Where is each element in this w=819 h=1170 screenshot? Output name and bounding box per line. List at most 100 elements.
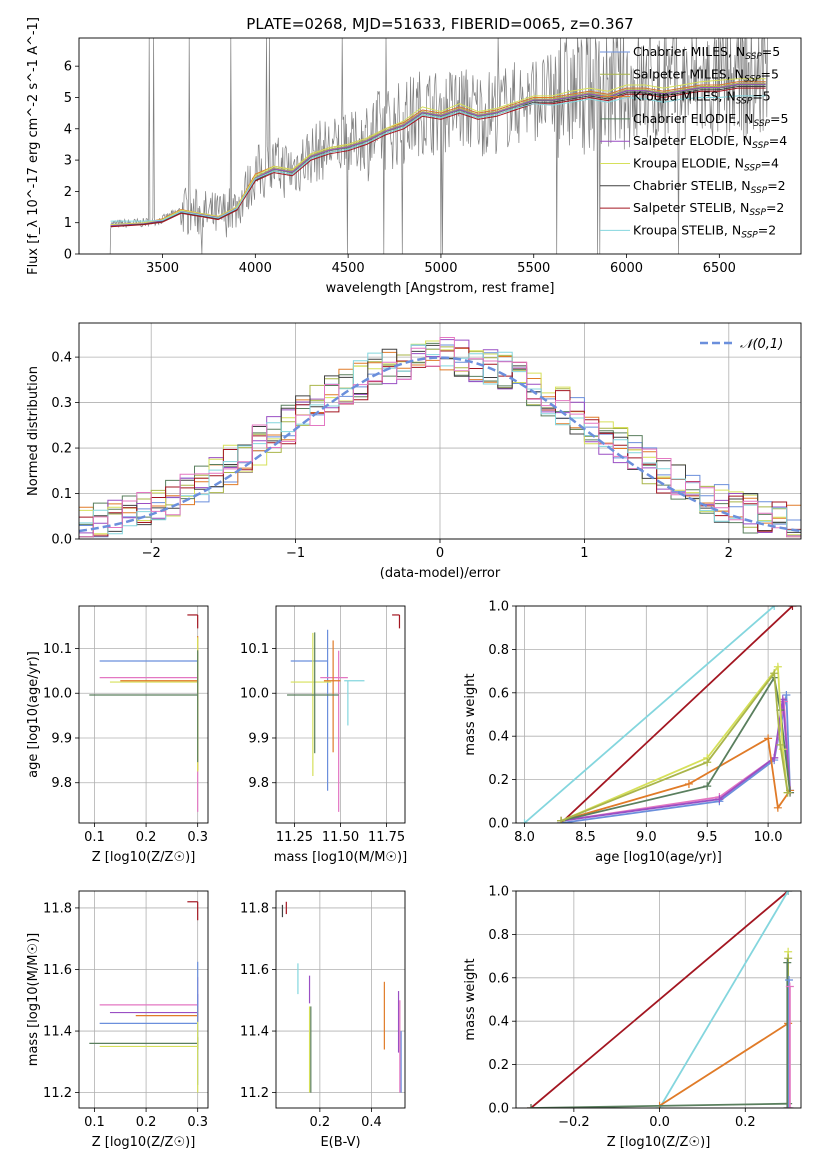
panel-residuals: −2 −1 0 1 2 0.0 0.1 0.2 0.3 0.4 (data-model)/error… — [26, 322, 802, 581]
y-axis-label: mass weight — [463, 958, 478, 1040]
weight-marker — [783, 1104, 792, 1108]
y-tick-label: 10.1 — [240, 642, 269, 657]
x-axis-label: Z [log10(Z/Z☉)] — [92, 1135, 196, 1150]
y-tick-label: 0.8 — [488, 643, 509, 658]
model-line — [110, 95, 766, 222]
x-tick-label: 9.5 — [697, 830, 718, 845]
model-line — [110, 87, 766, 228]
y-tick-label: 0.1 — [51, 487, 72, 502]
y-tick-label: 9.9 — [248, 731, 269, 746]
y-tick-label: 10.0 — [43, 687, 72, 702]
weight-line — [530, 1102, 789, 1108]
legend-label: Kroupa ELODIE, NSSP=4 — [633, 156, 779, 174]
y-tick-label: 0.2 — [488, 1058, 509, 1073]
weight-marker — [776, 740, 785, 749]
x-tick-label: 0.1 — [84, 1115, 105, 1130]
y-tick-label: 9.8 — [51, 776, 72, 791]
normal-reference-curve — [79, 356, 801, 533]
axes-frame — [78, 322, 802, 540]
x-tick-label: 0.2 — [310, 1115, 331, 1130]
x-tick-label: 0.2 — [136, 1115, 157, 1130]
y-tick-label: 0 — [64, 248, 72, 263]
y-tick-label: 11.8 — [43, 901, 72, 916]
y-tick-label: 0.2 — [488, 773, 509, 788]
x-tick-label: 4000 — [239, 261, 272, 276]
x-tick-label: 0.3 — [187, 1115, 208, 1130]
plot-area-mass-vs-Z — [89, 901, 199, 1093]
x-tick-label: 0.3 — [187, 830, 208, 845]
y-tick-label: 0.0 — [488, 1102, 509, 1117]
weight-line — [560, 664, 789, 822]
model-line — [110, 83, 766, 226]
axes-frame — [275, 890, 406, 1109]
weight-marker — [784, 891, 793, 895]
weight-marker — [770, 669, 779, 678]
legend-label: 𝒩(0,1) — [740, 337, 783, 352]
legend-label: Chabrier ELODIE, NSSP=5 — [633, 111, 788, 129]
x-axis-label: E(B-V) — [320, 1135, 360, 1150]
x-tick-label: 6000 — [610, 261, 643, 276]
axes-frame — [515, 605, 802, 824]
y-tick-label: 11.6 — [43, 963, 72, 978]
panel-age-vs-Z: 0.1 0.2 0.3 9.8 9.9 10.0 10.1 Z [log10(Z/Z☉)] ag… — [26, 605, 209, 865]
panel-mass-vs-Z: 0.1 0.2 0.3 11.2 11.4 11.6 11.8 Z [log10(Z/Z☉)]… — [26, 890, 209, 1150]
plot-area-age-vs-mass — [287, 614, 401, 812]
weight-marker — [684, 779, 693, 788]
x-axis-label: Z [log10(Z/Z☉)] — [92, 850, 196, 865]
x-tick-label: 0.1 — [84, 830, 105, 845]
weight-marker — [715, 795, 724, 804]
weight-line — [523, 606, 775, 823]
y-tick-label: 0.4 — [51, 351, 72, 366]
weight-marker — [520, 819, 529, 823]
y-tick-label: 11.2 — [240, 1086, 269, 1101]
x-tick-label: 0.4 — [361, 1115, 382, 1130]
plot-area-residuals — [79, 337, 801, 538]
x-tick-label: 11.25 — [276, 830, 313, 845]
weight-marker — [557, 816, 566, 823]
x-tick-label: 11.50 — [322, 830, 359, 845]
x-tick-label: 0.2 — [136, 830, 157, 845]
legend-label: Salpeter STELIB, NSSP=2 — [633, 200, 784, 218]
y-tick-label: 11.4 — [43, 1025, 72, 1040]
histogram-line — [79, 337, 801, 538]
y-axis-label: mass weight — [463, 673, 478, 755]
x-tick-label: −2 — [142, 546, 161, 561]
y-tick-label: 5 — [64, 91, 72, 106]
y-tick-label: 6 — [64, 60, 72, 75]
x-axis-label: wavelength [Angstrom, rest frame] — [326, 281, 555, 296]
panel-spectrum: 3500 4000 4500 5000 5500 6000 6500 0 1 2 3 4 5 6 wavel… — [26, 17, 802, 296]
y-axis-label: age [log10(age/yr)] — [26, 651, 41, 778]
panel-mass-vs-EBV: 0.2 0.4 11.2 11.4 11.6 11.8 E(B-V) — [240, 890, 406, 1150]
x-axis-label: (data-model)/error — [380, 566, 501, 581]
x-tick-label: 10.0 — [754, 830, 783, 845]
weight-marker — [703, 758, 712, 767]
y-tick-label: 11.6 — [240, 963, 269, 978]
x-tick-label: 0.0 — [649, 1115, 670, 1130]
x-tick-label: 5500 — [517, 261, 550, 276]
y-tick-label: 2 — [64, 185, 72, 200]
y-tick-label: 0.3 — [51, 396, 72, 411]
y-tick-label: 9.9 — [51, 731, 72, 746]
panel-age-vs-mass: 11.25 11.50 11.75 9.8 9.9 10.0 10.1 mass [log10… — [240, 605, 407, 865]
y-tick-label: 0.0 — [51, 533, 72, 548]
weight-line — [560, 606, 794, 823]
weight-line — [659, 1022, 789, 1107]
y-tick-label: 10.0 — [240, 687, 269, 702]
model-line — [110, 78, 766, 226]
y-tick-label: 11.2 — [43, 1086, 72, 1101]
y-tick-label: 1 — [64, 216, 72, 231]
weight-line — [530, 891, 789, 1108]
weight-marker — [773, 662, 782, 671]
legend-label: Salpeter MILES, NSSP=5 — [633, 66, 779, 84]
y-tick-label: 11.8 — [240, 901, 269, 916]
weight-marker — [770, 606, 779, 610]
y-tick-label: 1.0 — [488, 885, 509, 900]
panel-weight-vs-age: 8.0 8.5 9.0 9.5 10.0 0.0 0.2 0.4 0.6 0.8 1.0 age [l… — [463, 600, 802, 865]
x-tick-label: 1 — [580, 546, 588, 561]
weight-marker — [785, 975, 793, 984]
y-tick-label: 0.4 — [488, 1015, 509, 1030]
x-tick-label: 8.0 — [514, 830, 535, 845]
weight-marker — [788, 606, 797, 610]
x-tick-label: −0.2 — [558, 1115, 590, 1130]
x-tick-label: 9.0 — [636, 830, 657, 845]
